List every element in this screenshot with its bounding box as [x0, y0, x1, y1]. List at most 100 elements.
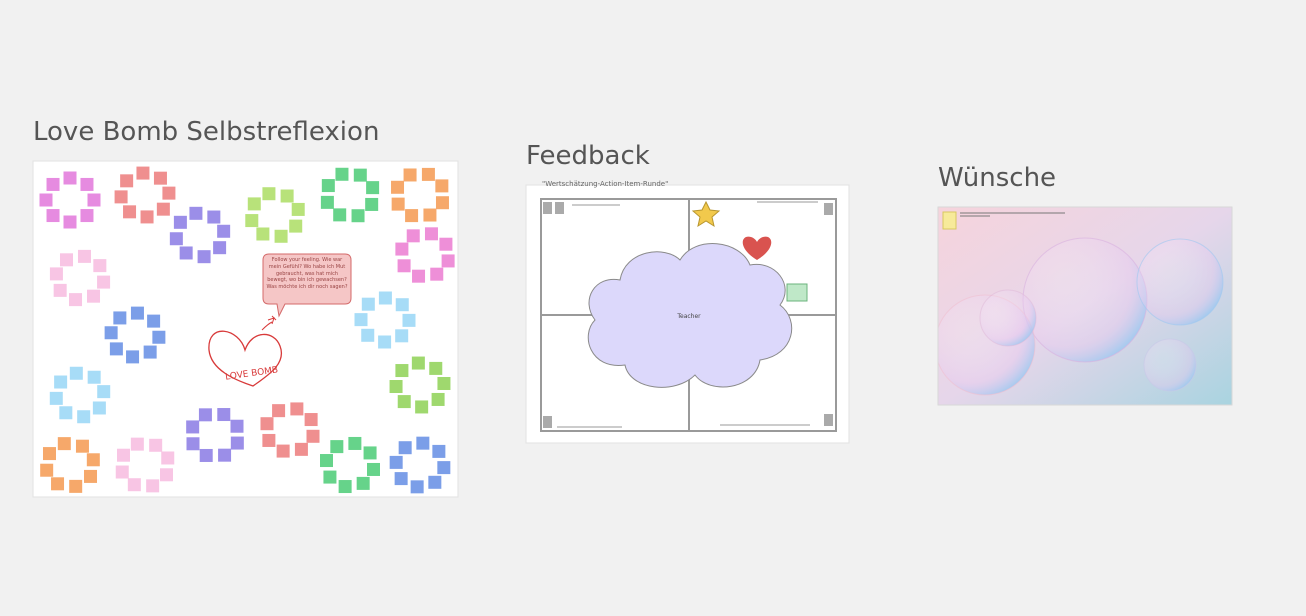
sticky-note[interactable] — [69, 479, 83, 493]
sticky-note[interactable] — [395, 242, 409, 256]
sticky-note[interactable] — [186, 437, 200, 451]
sticky-note[interactable] — [441, 254, 455, 268]
sticky-note[interactable] — [63, 171, 77, 185]
sticky-note[interactable] — [348, 436, 362, 450]
sticky-note[interactable] — [199, 448, 213, 462]
sticky-note[interactable] — [230, 419, 244, 433]
sticky-note[interactable] — [130, 306, 144, 320]
sticky-note[interactable] — [262, 187, 276, 201]
sticky-note[interactable] — [403, 168, 417, 182]
sticky-note[interactable] — [406, 229, 420, 243]
sticky-note[interactable] — [149, 438, 163, 452]
sticky-note[interactable] — [320, 195, 334, 209]
sticky-note[interactable] — [272, 404, 286, 418]
sticky-note[interactable] — [123, 205, 137, 219]
sticky-note[interactable] — [77, 410, 91, 424]
sticky-note[interactable] — [217, 408, 231, 422]
sticky-note[interactable] — [69, 293, 83, 307]
sticky-note[interactable] — [46, 177, 60, 191]
sticky-note[interactable] — [280, 189, 294, 203]
sticky-note[interactable] — [260, 417, 274, 431]
sticky-note[interactable] — [189, 206, 203, 220]
sticky-note[interactable] — [87, 370, 101, 384]
sticky-note[interactable] — [423, 208, 437, 222]
sticky-note[interactable] — [80, 177, 94, 191]
sticky-note[interactable] — [53, 283, 67, 297]
sticky-note[interactable] — [274, 229, 288, 243]
sticky-note[interactable] — [353, 168, 367, 182]
sticky-note[interactable] — [410, 480, 424, 494]
sticky-note[interactable] — [115, 465, 129, 479]
sticky-note[interactable] — [256, 227, 270, 241]
sticky-note[interactable] — [97, 385, 111, 399]
sticky-note[interactable] — [87, 289, 101, 303]
sticky-note[interactable] — [92, 401, 106, 415]
sticky-note[interactable] — [435, 196, 449, 210]
frame-title[interactable]: Feedback — [526, 141, 650, 171]
sticky-note[interactable] — [397, 259, 411, 273]
sticky-note[interactable] — [104, 326, 118, 340]
sticky-note[interactable] — [367, 462, 381, 476]
sticky-note[interactable] — [294, 442, 308, 456]
sticky-note[interactable] — [42, 447, 56, 461]
sticky-note[interactable] — [439, 237, 453, 251]
frame-title[interactable]: Wünsche — [938, 163, 1056, 193]
sticky-note[interactable] — [153, 171, 167, 185]
sticky-note[interactable] — [69, 366, 83, 380]
sticky-note[interactable] — [365, 197, 379, 211]
sticky-note[interactable] — [143, 345, 157, 359]
sticky-note[interactable] — [437, 376, 451, 390]
sticky-note[interactable] — [323, 470, 337, 484]
sticky-note[interactable] — [354, 313, 368, 327]
sticky-note[interactable] — [97, 275, 111, 289]
sticky-note[interactable] — [126, 350, 140, 364]
sticky-note[interactable] — [416, 436, 430, 450]
sticky-note[interactable] — [395, 298, 409, 312]
frame-title[interactable]: Love Bomb Selbstreflexion — [33, 117, 379, 147]
sticky-note[interactable] — [159, 468, 173, 482]
sticky-note[interactable] — [421, 167, 435, 181]
sticky-note[interactable] — [59, 406, 73, 420]
sticky-note[interactable] — [415, 400, 429, 414]
sticky-note[interactable] — [39, 193, 53, 207]
sticky-note[interactable] — [247, 197, 261, 211]
sticky-note[interactable] — [397, 395, 411, 409]
sticky-note[interactable] — [429, 361, 443, 375]
sticky-note[interactable] — [394, 472, 408, 486]
sticky-note[interactable] — [391, 197, 405, 211]
sticky-note[interactable] — [424, 227, 438, 241]
sticky-note[interactable] — [213, 241, 227, 255]
sticky-note[interactable] — [40, 463, 54, 477]
sticky-note[interactable] — [117, 448, 131, 462]
sticky-note[interactable] — [402, 313, 416, 327]
sticky-note[interactable] — [290, 402, 304, 416]
frame[interactable] — [32, 160, 459, 498]
sticky-note[interactable] — [140, 210, 154, 224]
sticky-note[interactable] — [113, 311, 127, 325]
sticky-note[interactable] — [207, 210, 221, 224]
sticky-note[interactable] — [338, 480, 352, 494]
sticky-note[interactable] — [398, 441, 412, 455]
sticky-note[interactable] — [198, 408, 212, 422]
sticky-note[interactable] — [289, 219, 303, 233]
sticky-note[interactable] — [51, 477, 65, 491]
sticky-note[interactable] — [432, 444, 446, 458]
sticky-note[interactable] — [391, 180, 405, 194]
sticky-note[interactable] — [173, 215, 187, 229]
sticky-note[interactable] — [218, 448, 232, 462]
sticky-note[interactable] — [57, 437, 71, 451]
sticky-note[interactable] — [146, 479, 160, 493]
sticky-note[interactable] — [120, 174, 134, 188]
sticky-note[interactable] — [93, 259, 107, 273]
sticky-note[interactable] — [335, 167, 349, 181]
sticky-note[interactable] — [186, 420, 200, 434]
sticky-note[interactable] — [411, 356, 425, 370]
sticky-note[interactable] — [431, 392, 445, 406]
sticky-note[interactable] — [136, 166, 150, 180]
sticky-note[interactable] — [80, 209, 94, 223]
sticky-note[interactable] — [304, 413, 318, 427]
sticky-note[interactable] — [49, 391, 63, 405]
sticky-note[interactable] — [75, 439, 89, 453]
sticky-note[interactable] — [169, 232, 183, 246]
sticky-note[interactable] — [230, 436, 244, 450]
